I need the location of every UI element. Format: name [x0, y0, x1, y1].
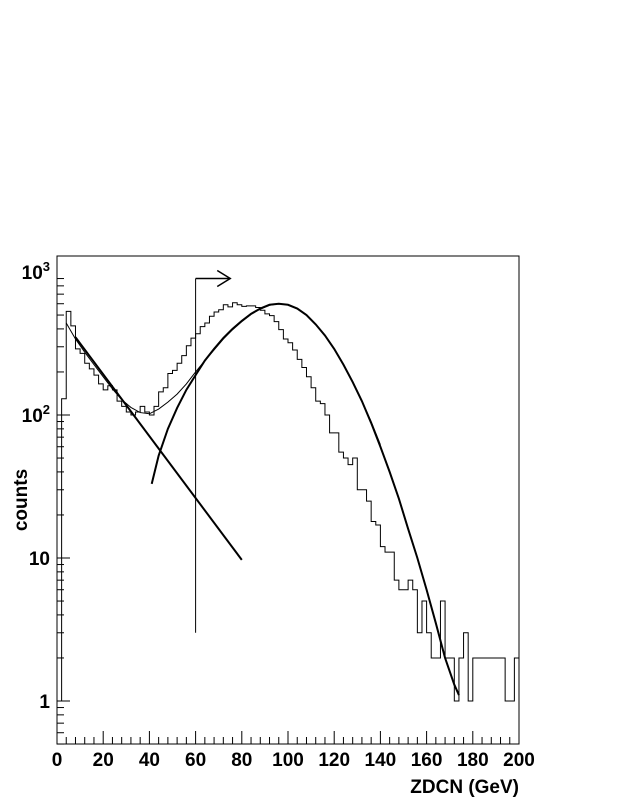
x-tick-labels: 0 20 40 60 80 100 120 140 160 180 200: [52, 750, 535, 771]
y-axis-title: counts: [11, 469, 32, 531]
x-tick-label: 80: [231, 750, 252, 771]
x-tick-label: 180: [457, 750, 489, 771]
axis-ticks: [56, 278, 520, 745]
x-tick-label: 120: [318, 750, 350, 771]
y-tick-label: 10: [29, 549, 50, 570]
x-tick-label: 200: [503, 750, 535, 771]
exponential-curve: [74, 336, 243, 561]
combined-fit-curve: [65, 303, 381, 445]
y-tick-label: 102: [22, 402, 50, 427]
x-tick-label: 100: [272, 750, 304, 771]
series-layer: [56, 302, 520, 744]
x-tick-label: 160: [411, 750, 443, 771]
x-tick-label: 20: [93, 750, 114, 771]
cut-layer: [195, 269, 232, 633]
cut-arrow-head: [216, 269, 232, 288]
x-tick-label: 40: [139, 750, 160, 771]
y-tick-label: 1: [39, 692, 50, 713]
x-tick-label: 60: [185, 750, 206, 771]
histogram-series: [56, 302, 520, 744]
gaussian-curve: [150, 302, 460, 696]
y-tick-label: 103: [22, 259, 50, 284]
x-tick-label: 140: [365, 750, 397, 771]
x-tick-label: 0: [52, 750, 63, 771]
x-axis-title: ZDCN (GeV): [410, 777, 519, 798]
